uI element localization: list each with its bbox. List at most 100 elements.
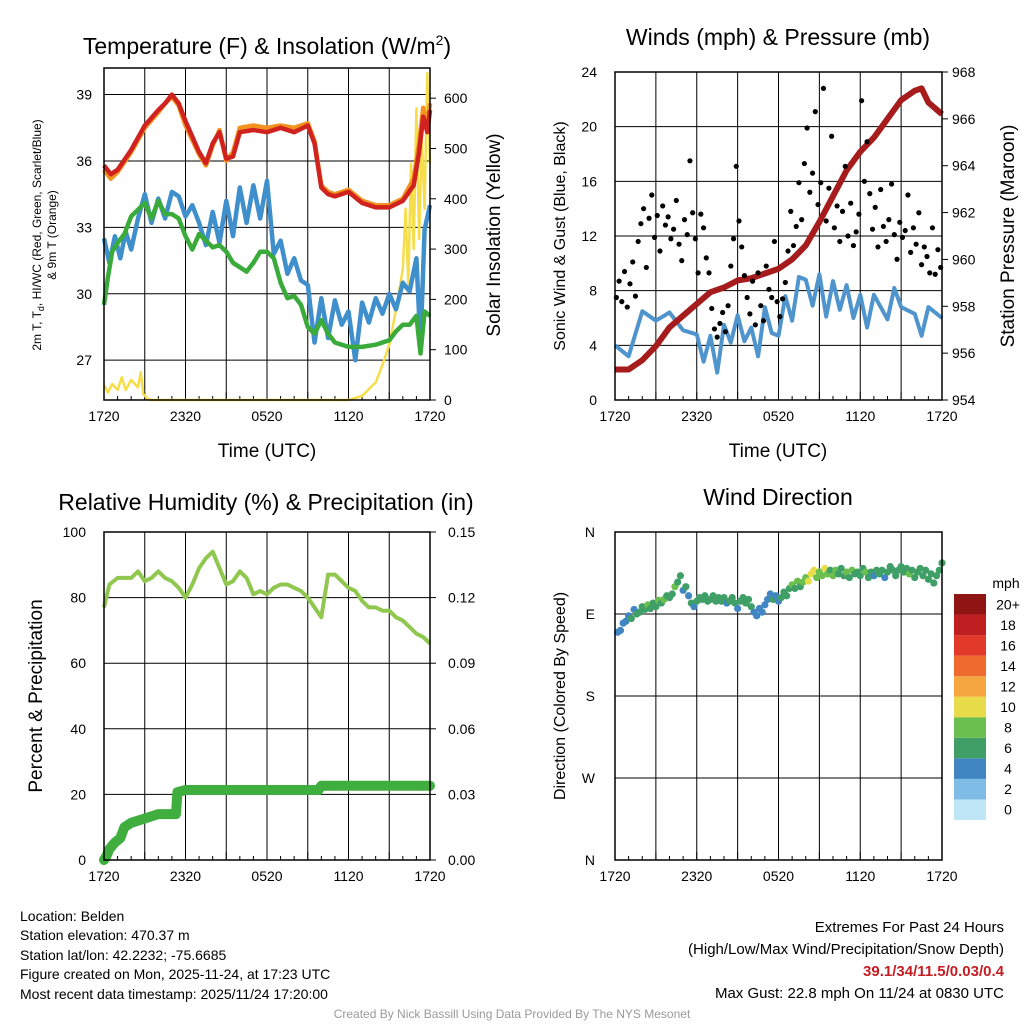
station-location: Location: Belden xyxy=(20,908,125,924)
gust-point xyxy=(883,238,889,245)
wind-direction-x-tick-label: 1120 xyxy=(845,868,875,884)
gust-point xyxy=(880,223,887,230)
direction-point xyxy=(919,572,927,580)
temperature-series-line xyxy=(102,71,432,402)
insolation-y-tick-label: 200 xyxy=(444,291,468,307)
winds-xlabel: Time (UTC) xyxy=(729,441,828,462)
temperature-y-tick-label: 30 xyxy=(76,286,92,302)
insolation-y-tick-label: 300 xyxy=(444,241,468,257)
colorbar-title: mph xyxy=(992,575,1019,591)
winds-x-tick-label: 0520 xyxy=(763,408,794,424)
gust-point xyxy=(799,217,805,223)
colorbar-swatch xyxy=(954,635,986,656)
winds-y-tick-label: 20 xyxy=(581,119,597,135)
direction-point xyxy=(747,603,755,611)
wind-direction-plot-frame xyxy=(614,531,943,861)
direction-point xyxy=(845,573,853,582)
gust-point xyxy=(796,180,802,186)
direction-point xyxy=(646,604,655,613)
gust-point xyxy=(662,222,669,228)
gust-point xyxy=(747,311,753,317)
gust-point xyxy=(763,263,769,269)
precipitation-line xyxy=(99,780,435,865)
winds-y-tick-label: 0 xyxy=(589,392,597,408)
max-gust: Max Gust: 22.8 mph On 11/24 at 0830 UTC xyxy=(714,985,1004,1002)
wind-direction-x-tick-label: 0520 xyxy=(763,868,794,884)
gust-point xyxy=(665,214,671,220)
gust-point xyxy=(676,241,682,247)
gust-point xyxy=(823,218,829,224)
direction-point xyxy=(676,572,685,580)
plot-marks: 1720 2320 0520 1120 1720 1720 2320 0520 1120 1720… xyxy=(63,64,1020,884)
gust-point xyxy=(630,259,636,265)
wind-direction-ylabel: Direction (Colored By Speed) xyxy=(552,592,569,800)
direction-point xyxy=(864,573,873,582)
insolation-ylabel: Solar Insolation (Yellow) xyxy=(484,133,505,336)
extremes-values: 39.1/34/11.5/0.03/0.4 xyxy=(863,963,1004,980)
humidity-y-tick-label: 100 xyxy=(63,524,87,540)
winds-plot-frame xyxy=(614,71,943,401)
winds-y-tick-label: 8 xyxy=(589,283,597,299)
gust-point xyxy=(812,109,818,115)
credit-line: Created By Nick Bassill Using Data Provi… xyxy=(333,1007,691,1021)
direction-point xyxy=(935,566,943,574)
colorbar-label: 18 xyxy=(1000,617,1016,633)
gust-point xyxy=(782,279,788,286)
gust-point xyxy=(837,238,843,245)
gust-point xyxy=(714,334,720,340)
humidity-panel: Relative Humidity (%) & Precipitation (i… xyxy=(26,489,474,793)
winds-panel: Winds (mph) & Pressure (mb) Time (UTC) S… xyxy=(552,24,1019,462)
gust-point xyxy=(899,234,906,240)
extremes-title: Extremes For Past 24 Hours xyxy=(814,919,1004,936)
colorbar-label: 10 xyxy=(1000,699,1016,715)
station-info: Location: Belden Station elevation: 470.… xyxy=(20,907,330,1004)
gust-point xyxy=(910,225,916,231)
humidity-y-tick-label: 80 xyxy=(70,590,86,606)
gust-point xyxy=(891,232,897,238)
insolation-y-tick-label: 600 xyxy=(444,90,468,106)
humidity-plot-frame xyxy=(103,531,431,861)
wind-direction-x-tick-label: 1720 xyxy=(599,868,630,884)
temperature-y-tick-label: 27 xyxy=(76,352,92,368)
direction-point xyxy=(627,614,635,623)
direction-point xyxy=(902,564,911,573)
colorbar-swatch xyxy=(954,676,986,697)
gust-point xyxy=(905,192,911,198)
gust-point xyxy=(733,163,739,169)
direction-point xyxy=(878,566,886,574)
precip-y-tick-label: 0.00 xyxy=(448,852,475,868)
temperature-series-line xyxy=(102,92,433,210)
gust-point xyxy=(722,329,728,335)
humidity-x-tick-label: 2320 xyxy=(170,868,201,884)
colorbar-label: 8 xyxy=(1004,720,1012,736)
gust-point xyxy=(935,247,941,253)
gust-point xyxy=(649,192,655,198)
gust-point xyxy=(872,204,878,210)
direction-point xyxy=(922,566,930,574)
direction-point xyxy=(813,573,821,582)
pressure-y-tick-label: 958 xyxy=(952,298,976,314)
gust-point xyxy=(651,234,658,240)
pressure-y-tick-label: 962 xyxy=(952,205,976,221)
gust-point xyxy=(856,211,862,217)
gust-point xyxy=(646,215,652,221)
direction-point xyxy=(674,578,682,586)
gust-point xyxy=(744,294,750,301)
temperature-ylabel-line1: 2m T, Td, HI/WC (Red, Green, Scarlet/Blu… xyxy=(30,119,46,350)
gust-point xyxy=(788,208,794,214)
gust-point xyxy=(886,217,892,223)
gust-point xyxy=(801,160,807,167)
gust-point xyxy=(703,255,709,261)
gust-point xyxy=(897,219,903,225)
direction-point xyxy=(821,564,829,573)
gust-point xyxy=(834,203,840,209)
gust-point xyxy=(638,221,644,227)
gust-point xyxy=(654,212,660,219)
humidity-y-tick-label: 40 xyxy=(70,721,86,737)
gust-point xyxy=(643,264,649,271)
humidity-x-tick-label: 1720 xyxy=(414,868,445,884)
gust-point xyxy=(624,304,630,310)
gust-point xyxy=(771,238,778,245)
gust-point xyxy=(888,181,895,187)
